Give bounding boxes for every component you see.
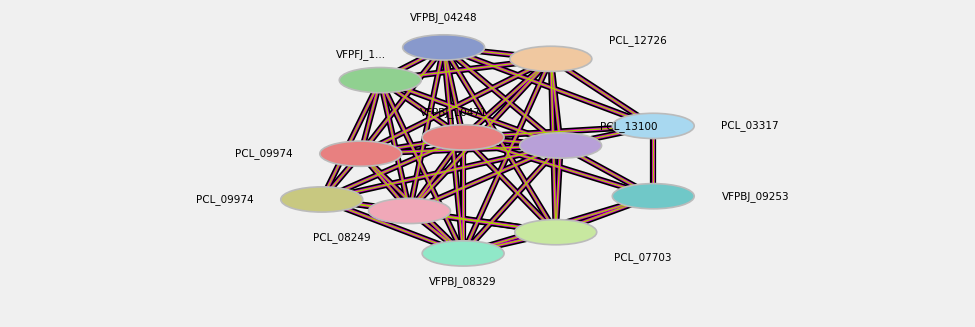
Ellipse shape xyxy=(320,141,402,166)
Ellipse shape xyxy=(612,113,694,139)
Text: VFPBJ_10471: VFPBJ_10471 xyxy=(419,107,488,118)
Text: PCL_09974: PCL_09974 xyxy=(235,148,292,159)
Ellipse shape xyxy=(510,46,592,72)
Ellipse shape xyxy=(369,198,450,224)
Text: PCL_03317: PCL_03317 xyxy=(722,120,779,131)
Ellipse shape xyxy=(515,219,597,245)
Ellipse shape xyxy=(422,125,504,150)
Ellipse shape xyxy=(403,35,485,60)
Text: PCL_12726: PCL_12726 xyxy=(609,35,667,46)
Ellipse shape xyxy=(281,187,363,212)
Ellipse shape xyxy=(422,241,504,266)
Text: PCL_13100: PCL_13100 xyxy=(600,122,657,132)
Text: PCL_09974: PCL_09974 xyxy=(196,194,254,205)
Text: VFPFJ_1...: VFPFJ_1... xyxy=(335,50,386,60)
Ellipse shape xyxy=(612,183,694,209)
Ellipse shape xyxy=(339,67,421,93)
Text: VFPBJ_04248: VFPBJ_04248 xyxy=(410,12,478,23)
Text: VFPBJ_08329: VFPBJ_08329 xyxy=(429,276,497,287)
Text: PCL_08249: PCL_08249 xyxy=(313,232,370,243)
Text: VFPBJ_09253: VFPBJ_09253 xyxy=(722,191,789,202)
Ellipse shape xyxy=(520,133,602,158)
Text: PCL_07703: PCL_07703 xyxy=(614,252,672,263)
